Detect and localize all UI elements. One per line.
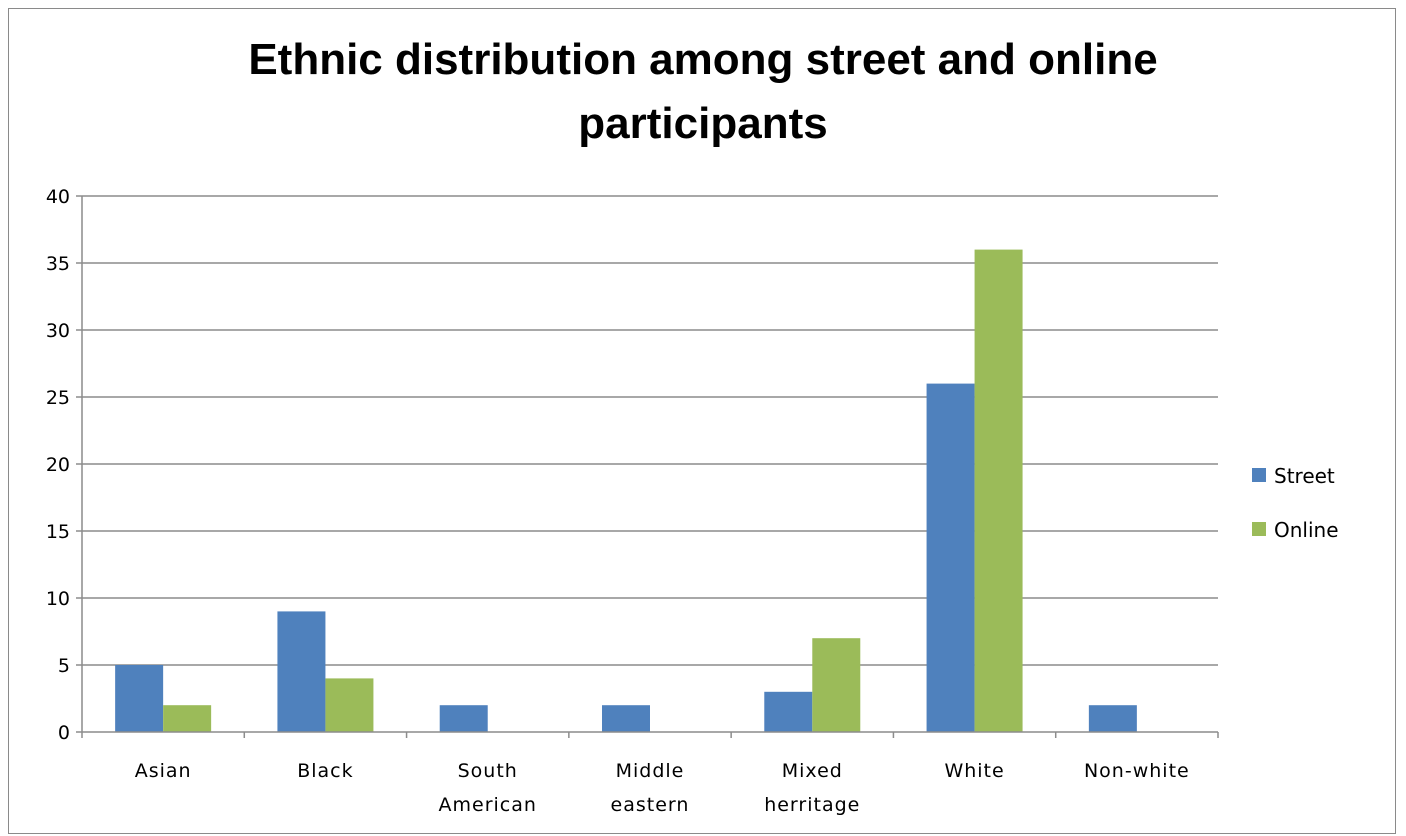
legend-label-online: Online	[1274, 518, 1339, 542]
bar-online-0	[163, 705, 212, 732]
y-tick-label-5: 5	[58, 655, 70, 677]
y-tick-label-0: 0	[58, 722, 70, 744]
y-tick-label-15: 15	[46, 521, 70, 543]
y-tick-label-25: 25	[46, 387, 70, 409]
bar-street-2	[439, 705, 488, 732]
y-tick-label-30: 30	[46, 320, 70, 342]
bar-online-1	[325, 678, 374, 732]
bar-street-1	[277, 611, 326, 732]
bar-online-5	[974, 249, 1023, 732]
x-tick-label: herritage	[764, 794, 860, 816]
y-tick-label-35: 35	[46, 253, 70, 275]
axes: 0 5 10 15 20 25 30 35 40 Asian Black South American M…	[46, 186, 1219, 816]
legend-label-street: Street	[1274, 464, 1335, 488]
x-tick-label: Middle	[616, 760, 685, 782]
bar-street-0	[115, 665, 164, 732]
legend-swatch-online	[1252, 522, 1266, 536]
y-tick-label-40: 40	[46, 186, 70, 208]
chart-frame	[8, 8, 1396, 834]
x-tick-label: Asian	[135, 760, 192, 782]
x-tick-label: Black	[297, 760, 353, 782]
legend: Street Online	[1252, 464, 1339, 542]
bar-street-3	[602, 705, 650, 732]
y-tick-label-10: 10	[46, 588, 70, 610]
x-tick-label: South	[458, 760, 518, 782]
chart-title-line-2: participants	[578, 99, 828, 148]
legend-swatch-street	[1252, 468, 1266, 482]
x-tick-label: Non-white	[1084, 760, 1190, 782]
bar-street-5	[926, 383, 975, 732]
chart-title-line-1: Ethnic distribution among street and onl…	[248, 35, 1158, 84]
bars	[115, 249, 1137, 732]
x-tick-label: American	[439, 794, 537, 816]
chart-title: Ethnic distribution among street and onl…	[0, 28, 1406, 156]
x-tick-label: eastern	[611, 794, 690, 816]
gridlines	[82, 195, 1218, 666]
y-tick-label-20: 20	[46, 454, 70, 476]
bar-online-4	[812, 638, 861, 732]
bar-street-4	[764, 691, 813, 732]
x-tick-label: White	[944, 760, 1004, 782]
bar-street-6	[1088, 705, 1137, 732]
x-tick-label: Mixed	[782, 760, 843, 782]
